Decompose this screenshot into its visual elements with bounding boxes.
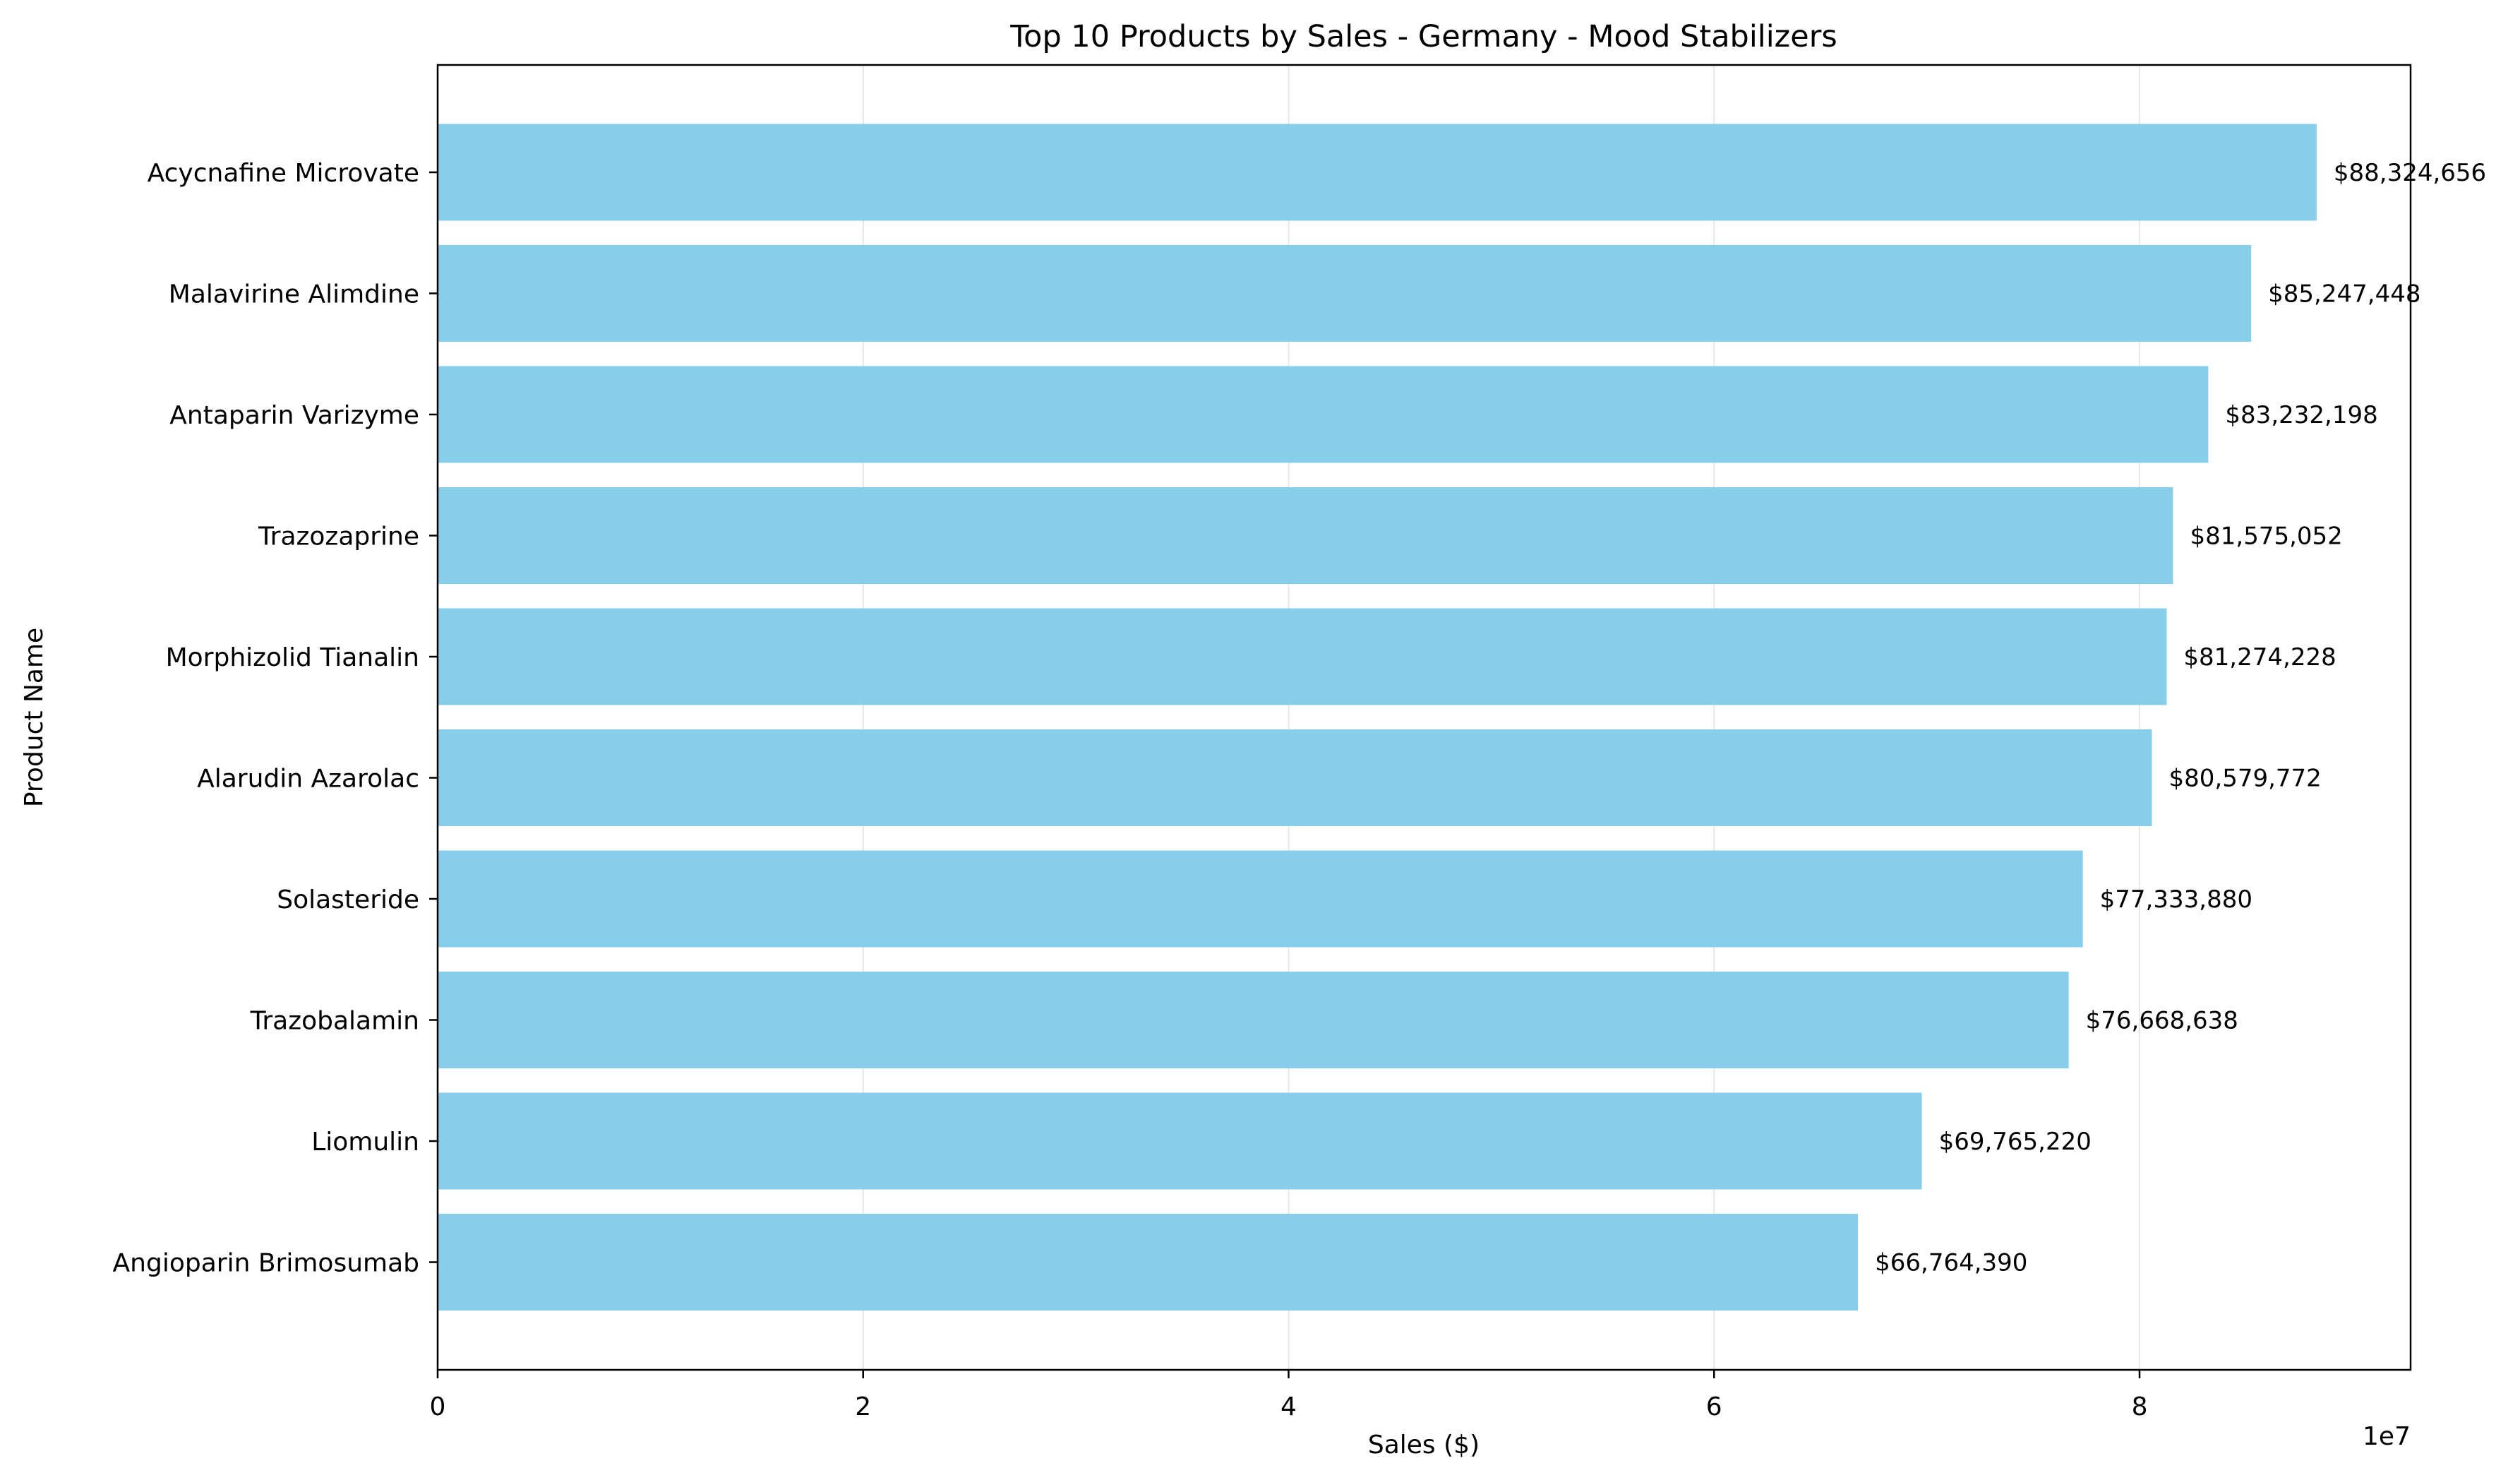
y-category-label: Angioparin Brimosumab xyxy=(113,1249,419,1278)
bar xyxy=(438,487,2173,584)
bar-value-label: $88,324,656 xyxy=(2334,159,2486,187)
bar-value-label: $81,575,052 xyxy=(2190,523,2342,551)
y-category-label: Liomulin xyxy=(311,1128,419,1157)
bar xyxy=(438,608,2167,705)
y-category-label: Malavirine Alimdine xyxy=(169,280,419,309)
bars xyxy=(438,124,2317,1311)
x-tick-label: 2 xyxy=(855,1392,871,1421)
y-category-label: Antaparin Varizyme xyxy=(169,401,419,430)
bar xyxy=(438,729,2152,826)
bar-value-label: $77,333,880 xyxy=(2100,885,2252,914)
chart-title: Top 10 Products by Sales - Germany - Moo… xyxy=(1009,19,1837,54)
x-axis-title: Sales ($) xyxy=(1368,1431,1480,1460)
x-axis-scale-label: 1e7 xyxy=(2363,1422,2411,1451)
x-tick-label: 0 xyxy=(430,1392,446,1421)
bar xyxy=(438,1214,1859,1311)
bar-value-label: $69,765,220 xyxy=(1939,1128,2092,1156)
bar-value-label: $81,274,228 xyxy=(2183,643,2336,672)
bar-value-label: $80,579,772 xyxy=(2168,765,2321,793)
y-category-label: Solasteride xyxy=(277,885,419,914)
bar xyxy=(438,850,2083,948)
y-category-label: Alarudin Azarolac xyxy=(197,765,419,794)
bar xyxy=(438,245,2252,342)
x-tick-label: 6 xyxy=(1706,1392,1722,1421)
y-category-label: Acycnafine Microvate xyxy=(148,159,419,188)
y-category-label: Trazobalamin xyxy=(250,1007,419,1036)
bar xyxy=(438,1092,1922,1190)
y-axis-title: Product Name xyxy=(20,628,49,807)
bar-value-label: $76,668,638 xyxy=(2086,1007,2238,1035)
bar-value-label: $66,764,390 xyxy=(1875,1249,2027,1277)
x-tick-label: 4 xyxy=(1280,1392,1297,1421)
bar-value-label: $85,247,448 xyxy=(2268,280,2420,309)
x-tick-label: 8 xyxy=(2132,1392,2148,1421)
bar xyxy=(438,124,2317,221)
y-category-label: Trazozaprine xyxy=(258,523,419,551)
plot-frame xyxy=(436,64,2412,1371)
data-labels: $88,324,656 $85,247,448 $83,232,198 $81,575… xyxy=(1875,159,2486,1277)
y-axis-categories: Acycnafine Microvate Malavirine Alimdine A… xyxy=(113,159,438,1278)
bar xyxy=(438,972,2069,1068)
x-axis-ticks: 0 2 4 6 8 xyxy=(430,1370,2148,1421)
bar-value-label: $83,232,198 xyxy=(2225,401,2377,429)
y-category-label: Morphizolid Tianalin xyxy=(166,643,419,672)
bar xyxy=(438,366,2209,463)
